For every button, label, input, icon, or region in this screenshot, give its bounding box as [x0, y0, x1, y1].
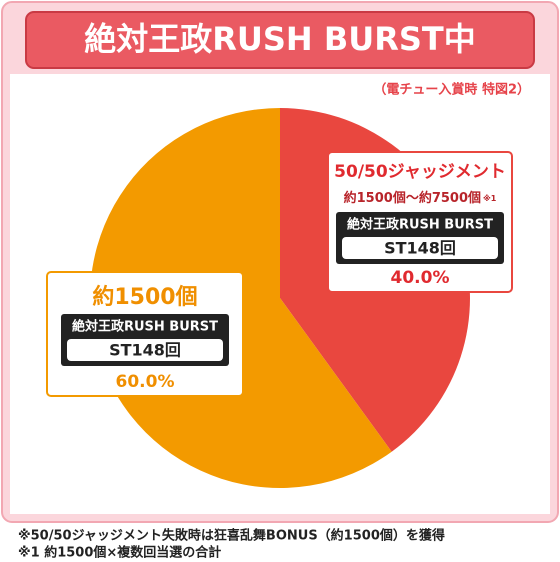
- title-bar: [25, 11, 535, 69]
- mode-name: 絶対王政RUSH BURST: [346, 217, 493, 233]
- slice-name: 約1500個: [92, 284, 197, 310]
- detail-note: ※1: [483, 193, 497, 203]
- value-label: 40.0%: [391, 268, 450, 288]
- st-label: ST148回: [109, 341, 181, 360]
- slice-detail: 約1500個～約7500個 ※1: [344, 190, 497, 206]
- st-box: [67, 339, 223, 361]
- st-box: [342, 237, 498, 259]
- chart-title: 絶対王政RUSH BURST中: [84, 20, 476, 58]
- mode-name: 絶対王政RUSH BURST: [71, 319, 218, 335]
- subtitle: （電チュー入賞時 特図2）: [373, 82, 530, 98]
- slice-name: 50/50ジャッジメント: [334, 162, 506, 182]
- value-label: 60.0%: [116, 372, 175, 392]
- st-label: ST148回: [384, 239, 456, 258]
- detail-text: 約1500個～約7500個: [344, 190, 481, 206]
- footnote: ※1 約1500個×複数回当選の合計: [18, 545, 221, 561]
- footnote: ※50/50ジャッジメント失敗時は狂喜乱舞BONUS（約1500個）を獲得: [18, 528, 445, 544]
